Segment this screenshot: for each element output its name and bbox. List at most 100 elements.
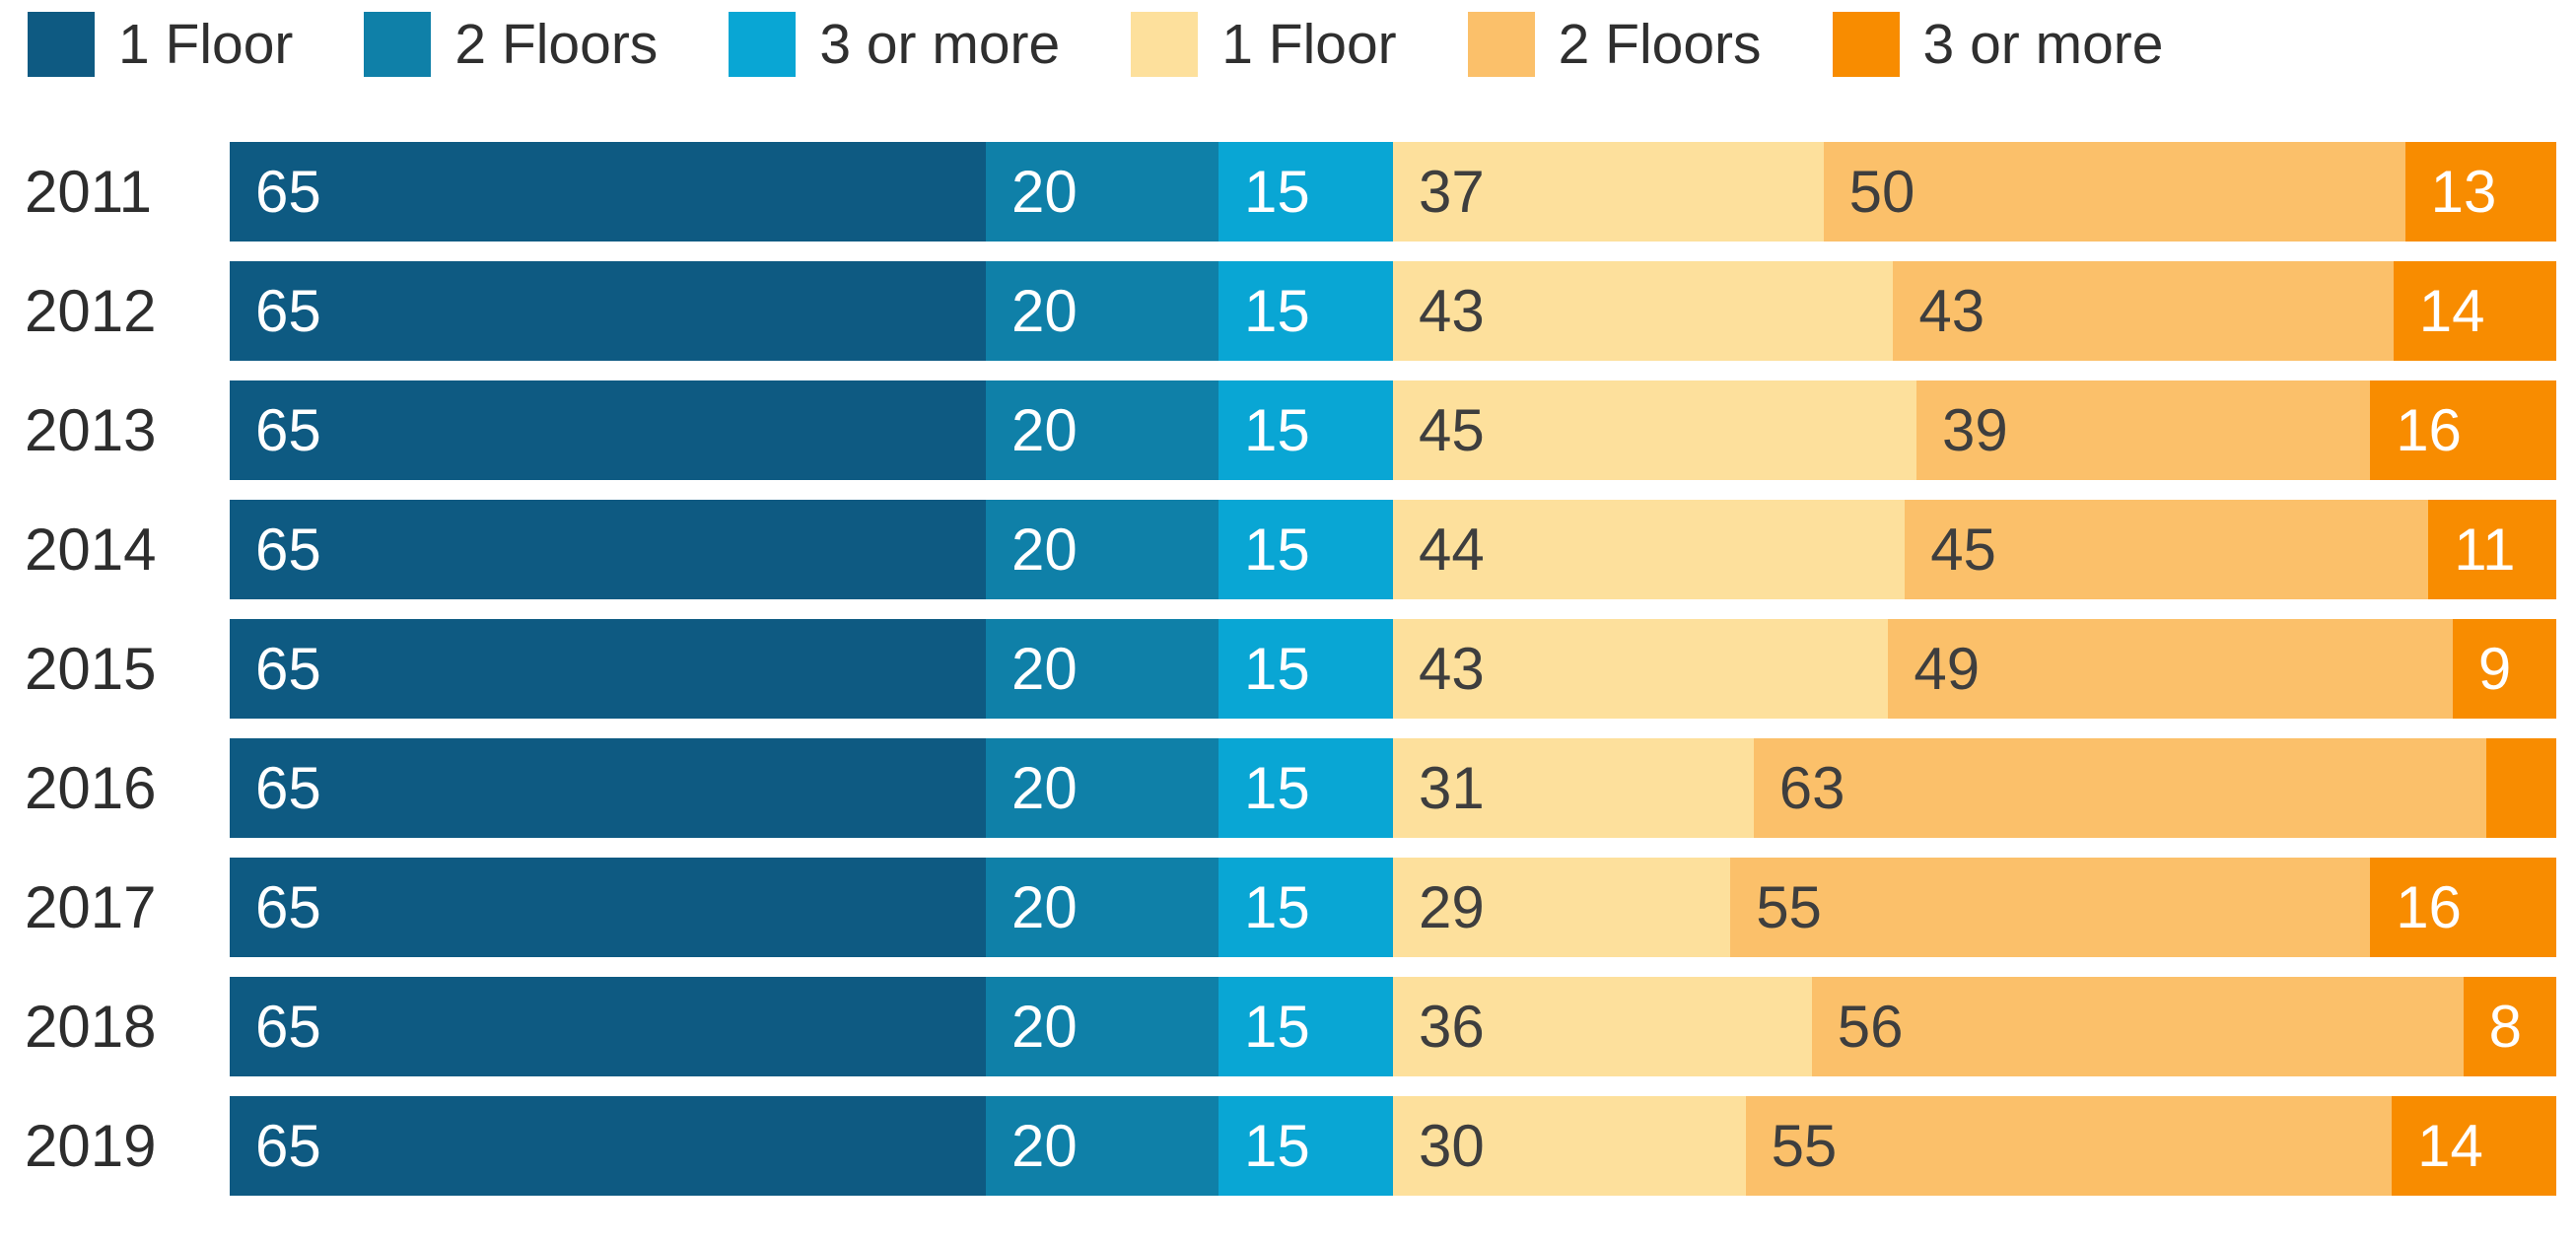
bar-value-label: 65 — [255, 397, 321, 463]
bar-segment: 49 — [1888, 619, 2453, 719]
bar-value-label: 15 — [1244, 159, 1310, 225]
bar-segment: 15 — [1218, 500, 1393, 599]
bar-value-label: 9 — [2477, 636, 2512, 702]
bar-segment — [2486, 738, 2556, 838]
bar-segment: 20 — [986, 738, 1218, 838]
bar-group-blue-floors: 65 20 15 — [230, 1096, 1393, 1196]
category-label: 2017 — [25, 874, 157, 940]
bar-group-orange-floors: 36 56 8 — [1393, 977, 2556, 1076]
bar-group-blue-floors: 65 20 15 — [230, 858, 1393, 957]
bar-value-label: 65 — [255, 517, 321, 583]
bar-segment: 65 — [230, 1096, 986, 1196]
stacked-bar: 65 20 15 36 56 8 — [230, 977, 2556, 1076]
bar-segment: 65 — [230, 977, 986, 1076]
bar-value-label: 39 — [1942, 397, 2008, 463]
bar-segment: 36 — [1393, 977, 1812, 1076]
bar-value-label: 43 — [1918, 278, 1985, 344]
legend-swatch-icon — [1832, 12, 1900, 77]
bar-value-label: 15 — [1244, 755, 1310, 821]
legend-item-label: 2 Floors — [454, 13, 659, 76]
chart-row-2018: 2018 65 20 15 36 56 8 — [0, 977, 2576, 1076]
bar-segment: 56 — [1811, 977, 2464, 1076]
bar-value-label: 65 — [255, 636, 321, 702]
stacked-bar: 65 20 15 30 55 14 — [230, 1096, 2556, 1196]
legend-swatch-icon — [1131, 12, 1199, 77]
bar-value-label: 13 — [2430, 159, 2497, 225]
bar-value-label: 15 — [1244, 994, 1310, 1060]
bar-segment: 20 — [986, 261, 1218, 361]
bar-value-label: 15 — [1244, 278, 1310, 344]
bar-segment: 43 — [1393, 619, 1889, 719]
bar-group-blue-floors: 65 20 15 — [230, 500, 1393, 599]
bar-group-orange-floors: 37 50 13 — [1393, 142, 2556, 242]
bar-segment: 20 — [986, 380, 1218, 480]
bar-group-orange-floors: 45 39 16 — [1393, 380, 2556, 480]
bar-group-orange-floors: 44 45 11 — [1393, 500, 2556, 599]
bar-group-blue-floors: 65 20 15 — [230, 261, 1393, 361]
bar-segment: 37 — [1393, 142, 1824, 242]
bar-segment: 15 — [1218, 738, 1393, 838]
bar-segment: 15 — [1218, 858, 1393, 957]
bar-value-label: 20 — [1011, 159, 1078, 225]
bar-segment: 45 — [1393, 380, 1916, 480]
bar-group-orange-floors: 30 55 14 — [1393, 1096, 2556, 1196]
bar-value-label: 20 — [1011, 874, 1078, 940]
bar-group-orange-floors: 43 49 9 — [1393, 619, 2556, 719]
bar-group-blue-floors: 65 20 15 — [230, 738, 1393, 838]
bar-value-label: 36 — [1419, 994, 1485, 1060]
stacked-bar: 65 20 15 37 50 13 — [230, 142, 2556, 242]
bar-segment: 65 — [230, 142, 986, 242]
bar-value-label: 15 — [1244, 1113, 1310, 1179]
bar-value-label: 20 — [1011, 278, 1078, 344]
bar-group-orange-floors: 29 55 16 — [1393, 858, 2556, 957]
legend-item-3: 1 Floor — [1131, 12, 1397, 77]
bar-value-label: 15 — [1244, 874, 1310, 940]
category-label: 2016 — [25, 755, 157, 821]
bar-value-label: 65 — [255, 159, 321, 225]
legend-item-label: 2 Floors — [1558, 13, 1762, 76]
bar-segment: 44 — [1393, 500, 1906, 599]
legend-item-5: 3 or more — [1832, 12, 2164, 77]
category-label: 2015 — [25, 636, 157, 702]
bar-value-label: 63 — [1778, 755, 1845, 821]
bar-segment: 20 — [986, 142, 1218, 242]
bar-group-orange-floors: 43 43 14 — [1393, 261, 2556, 361]
bar-value-label: 20 — [1011, 636, 1078, 702]
chart-legend: 1 Floor 2 Floors 3 or more 1 Floor 2 Floors 3… — [0, 0, 2576, 79]
bar-segment: 13 — [2404, 142, 2556, 242]
bar-segment: 43 — [1893, 261, 2394, 361]
bar-segment: 14 — [2392, 1096, 2556, 1196]
chart-row-2019: 2019 65 20 15 30 55 14 — [0, 1096, 2576, 1196]
bar-group-blue-floors: 65 20 15 — [230, 977, 1393, 1076]
stacked-bar: 65 20 15 45 39 16 — [230, 380, 2556, 480]
bar-segment: 15 — [1218, 1096, 1393, 1196]
chart-row-2013: 2013 65 20 15 45 39 16 — [0, 380, 2576, 480]
bar-segment: 30 — [1393, 1096, 1746, 1196]
category-label: 2018 — [25, 994, 157, 1060]
chart-row-2016: 2016 65 20 15 31 63 — [0, 738, 2576, 838]
legend-item-label: 1 Floor — [1221, 13, 1397, 76]
bar-group-blue-floors: 65 20 15 — [230, 380, 1393, 480]
legend-item-label: 3 or more — [819, 13, 1061, 76]
bar-value-label: 44 — [1419, 517, 1485, 583]
bar-value-label: 45 — [1419, 397, 1485, 463]
bar-value-label: 43 — [1419, 636, 1485, 702]
category-label: 2013 — [25, 397, 157, 463]
bar-segment: 16 — [2370, 858, 2556, 957]
bar-segment: 45 — [1905, 500, 2429, 599]
bar-segment: 8 — [2463, 977, 2556, 1076]
legend-item-1: 2 Floors — [364, 12, 658, 77]
legend-item-label: 3 or more — [1922, 13, 2164, 76]
stacked-bar: 65 20 15 43 43 14 — [230, 261, 2556, 361]
legend-swatch-icon — [729, 12, 797, 77]
bar-segment: 16 — [2370, 380, 2556, 480]
bar-value-label: 65 — [255, 755, 321, 821]
bar-value-label: 8 — [2488, 994, 2522, 1060]
bar-segment: 39 — [1916, 380, 2371, 480]
stacked-bar: 65 20 15 31 63 — [230, 738, 2556, 838]
bar-segment: 15 — [1218, 142, 1393, 242]
bar-value-label: 65 — [255, 1113, 321, 1179]
bar-value-label: 20 — [1011, 397, 1078, 463]
legend-item-label: 1 Floor — [118, 13, 294, 76]
